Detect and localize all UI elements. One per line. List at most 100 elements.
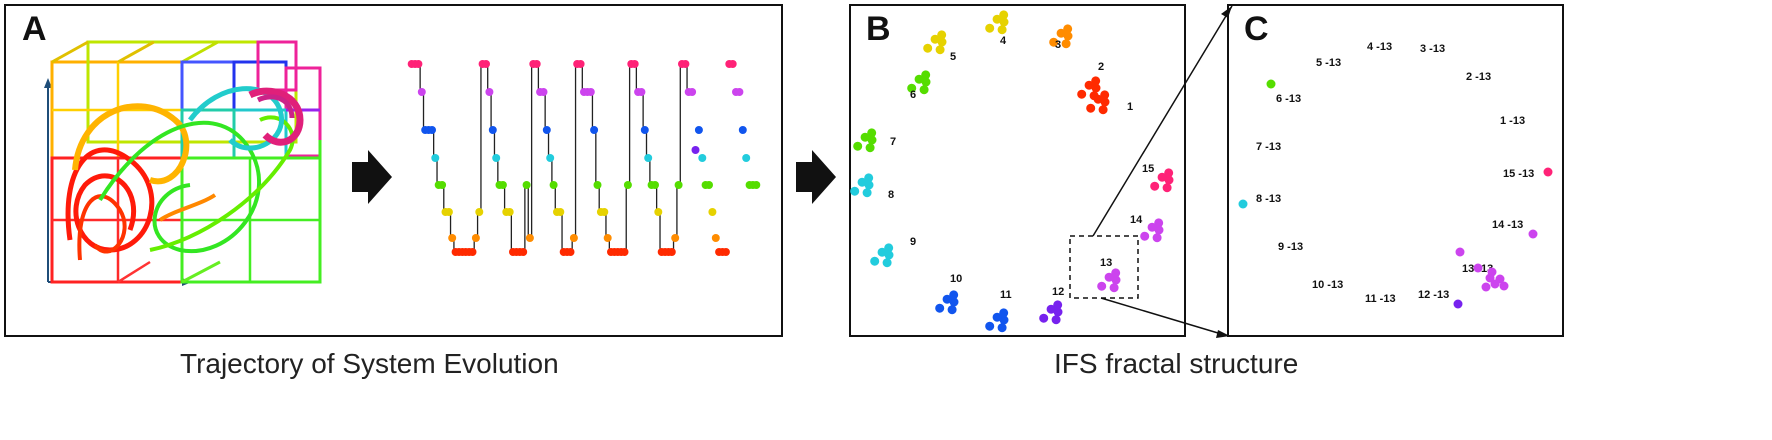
ifs-zoom-point (1487, 267, 1497, 277)
ifs-point (867, 135, 877, 145)
ifs-point (1089, 91, 1099, 101)
time-series-point (505, 208, 514, 216)
ifs-point (992, 312, 1002, 322)
ifs-zoom-label: 5 -13 (1316, 57, 1341, 69)
ifs-point (1100, 90, 1110, 100)
ifs-point (1084, 80, 1094, 90)
ifs-point (1063, 31, 1073, 41)
time-series-point (728, 60, 737, 68)
time-series-point (539, 88, 548, 96)
ifs-zoom-label: 6 -13 (1276, 93, 1301, 105)
ifs-point (864, 173, 874, 183)
ifs-point (999, 10, 1009, 20)
ifs-cluster-label: 4 (1000, 35, 1007, 47)
ifs-cluster-label: 7 (890, 136, 896, 148)
zoom-connector-bottom (1100, 297, 1229, 337)
time-series-point (593, 181, 602, 189)
arrow-head-icon (1216, 330, 1230, 338)
time-series-point (590, 126, 599, 134)
panel-b-frame (849, 4, 1186, 337)
ifs-point (1077, 89, 1087, 99)
ifs-zoom-label: 3 -13 (1420, 43, 1445, 55)
ifs-cluster-label: 8 (888, 189, 894, 201)
ifs-point (1091, 83, 1101, 93)
ifs-point (1104, 272, 1114, 282)
ifs-point (1162, 183, 1172, 193)
ifs-point (1140, 231, 1150, 241)
ifs-point (850, 186, 860, 196)
ifs-point (884, 250, 894, 260)
ifs-point (997, 25, 1007, 35)
ifs-point (1109, 283, 1119, 293)
time-series-plot (407, 60, 761, 256)
ifs-point (867, 128, 877, 138)
time-series-point (569, 234, 578, 242)
flow-arrow-icon (796, 150, 836, 204)
ifs-scatter-c: 1 -13 2 -13 3 -13 4 -13 5 -13 6 -13 7 -13 8 -13… (1238, 41, 1553, 309)
time-series-point (640, 126, 649, 134)
time-series-point (600, 208, 609, 216)
ifs-point (1056, 28, 1066, 38)
time-series-point (691, 146, 700, 154)
ifs-point (930, 34, 940, 44)
ifs-zoom-label: 11 -13 (1365, 293, 1396, 305)
ifs-point (1111, 268, 1121, 278)
time-series-point (674, 181, 683, 189)
ifs-point (935, 303, 945, 313)
ifs-zoom-point (1528, 229, 1538, 239)
trajectory-red-inner (77, 194, 127, 261)
ifs-point (1152, 233, 1162, 243)
ifs-point (921, 70, 931, 80)
ifs-point (1086, 103, 1096, 113)
caption-ifs: IFS fractal structure (1054, 348, 1299, 379)
ifs-point (923, 43, 933, 53)
time-series-point (735, 88, 744, 96)
time-series-point (485, 88, 494, 96)
trajectory-yellow (72, 103, 190, 185)
zoom-connector-top (1092, 5, 1233, 237)
ifs-point (877, 247, 887, 257)
ifs-cluster-label: 5 (950, 51, 956, 63)
time-series-point (488, 126, 497, 134)
time-series-point (705, 181, 713, 189)
time-series-point (542, 126, 551, 134)
ifs-point (1111, 275, 1121, 285)
ifs-point (992, 14, 1002, 24)
ifs-point (857, 177, 867, 187)
time-series-point (525, 234, 534, 242)
time-series-point (654, 208, 663, 216)
ifs-zoom-label: 9 -13 (1278, 241, 1303, 253)
ifs-point (864, 180, 874, 190)
ifs-cluster-label: 2 (1098, 61, 1104, 73)
panel-label-c: C (1244, 10, 1269, 48)
time-series-point (637, 88, 646, 96)
panel-c-frame (1227, 4, 1564, 337)
ifs-cluster-label: 11 (1000, 289, 1012, 301)
ifs-point (1053, 307, 1063, 317)
trajectory-cyan (188, 86, 285, 151)
axis-arrow-icon (44, 78, 52, 88)
ifs-cluster-label: 6 (910, 89, 916, 101)
ifs-point (985, 23, 995, 33)
ifs-point (870, 256, 880, 266)
ifs-point (921, 77, 931, 87)
ifs-point (1100, 97, 1110, 107)
cube-cell-lime (86, 40, 298, 144)
ifs-point (884, 243, 894, 253)
cube-cell-magenta (256, 40, 298, 92)
ifs-point (949, 290, 959, 300)
ifs-point (1154, 218, 1164, 228)
ifs-cluster-label: 3 (1055, 39, 1061, 51)
caption-trajectory: Trajectory of System Evolution (180, 348, 559, 379)
ifs-point (1091, 76, 1101, 86)
arrow-head-icon (1221, 6, 1232, 18)
time-series-point (603, 234, 612, 242)
ifs-point (935, 45, 945, 55)
time-series-point (549, 181, 558, 189)
ifs-point (1061, 39, 1071, 49)
time-series-point (630, 60, 639, 68)
time-series-point (671, 234, 680, 242)
time-series-point (498, 181, 507, 189)
